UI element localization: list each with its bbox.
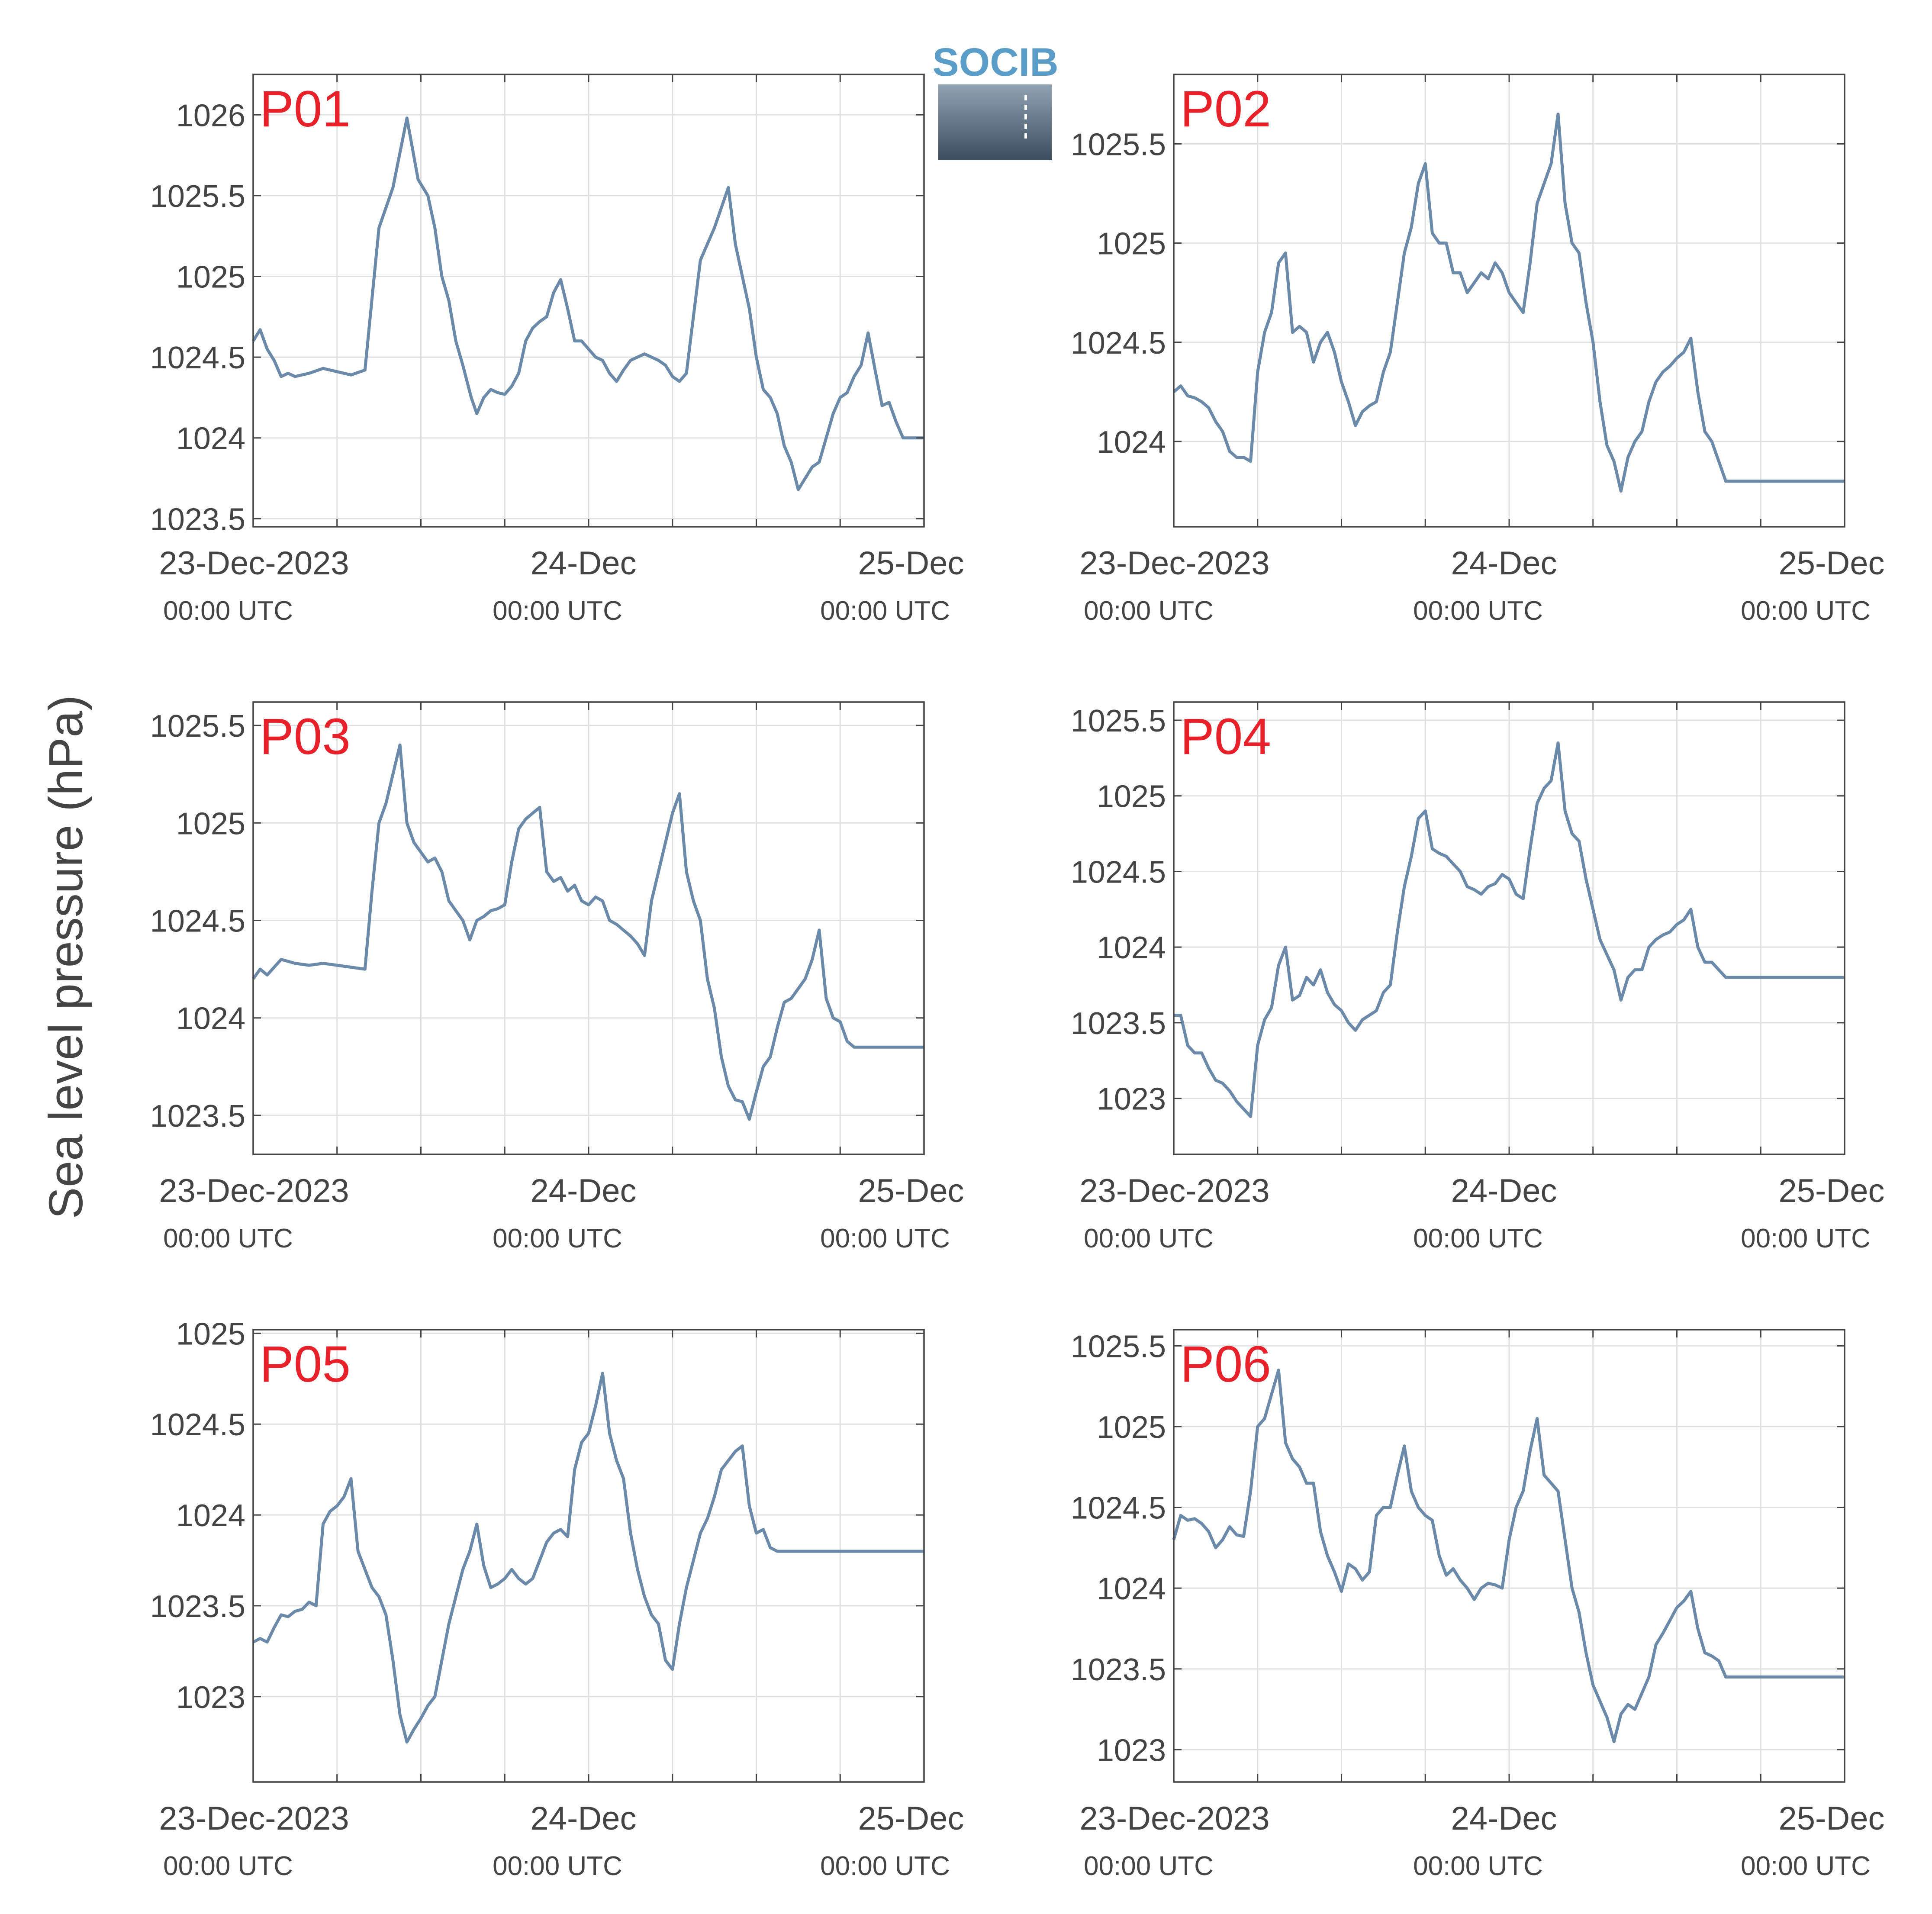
x-tick-time-label: 00:00 UTC [1084, 1851, 1214, 1881]
y-tick-label: 1026 [176, 98, 245, 133]
x-tick-date-label: 25-Dec [1779, 1173, 1885, 1209]
x-tick-time-label: 00:00 UTC [820, 1851, 950, 1881]
y-tick-label: 1025 [176, 806, 245, 841]
x-tick-time-label: 00:00 UTC [1413, 1224, 1543, 1253]
y-tick-label: 1024 [1097, 931, 1166, 965]
y-tick-label: 1023.5 [150, 1589, 245, 1624]
x-tick-time-label: 00:00 UTC [1741, 1224, 1871, 1253]
x-tick-date-label: 23-Dec-2023 [1079, 1800, 1269, 1837]
panel-p05: 1023 1023.5 1024 1024.5 1025 23-Dec-2023 00:00… [150, 1317, 964, 1881]
y-tick-label: 1024 [176, 1002, 245, 1036]
x-tick-time-label: 00:00 UTC [1741, 596, 1871, 626]
socib-logo-block [938, 84, 1052, 160]
panel-p01: 1023.5 1024 1024.5 1025 1025.5 1026 23-Dec-202… [150, 74, 964, 626]
panel-label: P06 [1180, 1336, 1271, 1393]
y-tick-label: 1025.5 [150, 179, 245, 214]
y-tick-label: 1023.5 [1071, 1006, 1166, 1041]
y-tick-label: 1024.5 [150, 904, 245, 938]
series-line-p03 [252, 743, 924, 1121]
x-tick-date-label: 25-Dec [858, 1173, 964, 1209]
y-tick-label: 1025 [1097, 227, 1166, 261]
x-tick-date-label: 24-Dec [1451, 545, 1557, 582]
x-tick-time-label: 00:00 UTC [163, 1851, 293, 1881]
x-tick-date-label: 23-Dec-2023 [159, 1173, 349, 1209]
x-tick-date-label: 23-Dec-2023 [159, 1800, 349, 1837]
x-tick-time-label: 00:00 UTC [1084, 1224, 1214, 1253]
y-tick-label: 1025 [1097, 780, 1166, 814]
y-tick-label: 1023.5 [150, 1099, 245, 1134]
y-tick-label: 1025 [176, 260, 245, 295]
x-tick-date-label: 23-Dec-2023 [1079, 545, 1269, 582]
y-tick-label: 1025.5 [1071, 1329, 1166, 1364]
x-tick-time-label: 00:00 UTC [1413, 596, 1543, 626]
y-tick-label: 1024 [176, 1498, 245, 1533]
y-tick-label: 1025.5 [150, 709, 245, 744]
y-tick-label: 1024.5 [1071, 855, 1166, 889]
x-tick-date-label: 23-Dec-2023 [1079, 1173, 1269, 1209]
socib-logo: SOCIB [932, 40, 1059, 160]
x-tick-date-label: 25-Dec [858, 1800, 964, 1837]
y-tick-label: 1023 [176, 1680, 245, 1715]
y-axis-label: Sea level pressure (hPa) [39, 695, 93, 1219]
y-tick-label: 1023 [1097, 1733, 1166, 1768]
panel-p04: 1023 1023.5 1024 1024.5 1025 1025.5 23-Dec-202… [1071, 701, 1885, 1253]
x-tick-date-label: 25-Dec [1779, 545, 1885, 582]
y-tick-label: 1024 [176, 422, 245, 456]
x-tick-time-label: 00:00 UTC [493, 1224, 622, 1253]
x-tick-time-label: 00:00 UTC [493, 596, 622, 626]
series-line-p05 [252, 1372, 924, 1744]
panel-p06: 1023 1023.5 1024 1024.5 1025 1025.5 23-Dec-202… [1071, 1329, 1885, 1881]
panel-label: P05 [260, 1336, 351, 1393]
y-tick-label: 1024.5 [1071, 1491, 1166, 1526]
x-tick-date-label: 25-Dec [1779, 1800, 1885, 1837]
series-line-p04 [1174, 741, 1845, 1118]
y-tick-label: 1025 [176, 1317, 245, 1351]
panel-label: P02 [1180, 81, 1271, 138]
x-tick-date-label: 24-Dec [531, 545, 637, 582]
x-tick-date-label: 25-Dec [858, 545, 964, 582]
x-tick-date-label: 24-Dec [1451, 1800, 1557, 1837]
x-tick-time-label: 00:00 UTC [163, 596, 293, 626]
x-tick-time-label: 00:00 UTC [820, 1224, 950, 1253]
socib-logo-text: SOCIB [932, 40, 1058, 84]
y-tick-label: 1024 [1097, 425, 1166, 460]
x-tick-time-label: 00:00 UTC [820, 596, 950, 626]
panel-label: P03 [260, 708, 351, 765]
panel-p02: 1024 1024.5 1025 1025.5 23-Dec-2023 00:00 UTC… [1071, 74, 1885, 626]
series-line-p06 [1172, 1368, 1845, 1743]
x-tick-date-label: 23-Dec-2023 [159, 545, 349, 582]
x-tick-time-label: 00:00 UTC [163, 1224, 293, 1253]
x-tick-date-label: 24-Dec [1451, 1173, 1557, 1209]
x-tick-time-label: 00:00 UTC [1413, 1851, 1543, 1881]
y-tick-label: 1024.5 [150, 341, 245, 375]
panel-p03: 1023.5 1024 1024.5 1025 1025.5 23-Dec-2023 00:… [150, 701, 964, 1253]
y-tick-label: 1025.5 [1071, 704, 1166, 738]
y-tick-label: 1025 [1097, 1410, 1166, 1445]
panel-label: P01 [260, 81, 351, 138]
x-tick-time-label: 00:00 UTC [493, 1851, 622, 1881]
y-tick-label: 1024.5 [1071, 326, 1166, 361]
series-line-p01 [252, 116, 924, 491]
y-tick-label: 1025.5 [1071, 127, 1166, 162]
x-tick-time-label: 00:00 UTC [1084, 596, 1214, 626]
y-tick-label: 1023 [1097, 1082, 1166, 1117]
y-tick-label: 1023.5 [150, 502, 245, 537]
y-tick-label: 1023.5 [1071, 1653, 1166, 1687]
x-tick-date-label: 24-Dec [531, 1173, 637, 1209]
x-tick-time-label: 00:00 UTC [1741, 1851, 1871, 1881]
y-tick-label: 1024 [1097, 1572, 1166, 1606]
y-tick-label: 1024.5 [150, 1408, 245, 1442]
series-line-p02 [1172, 113, 1845, 493]
x-tick-date-label: 24-Dec [531, 1800, 637, 1837]
panel-label: P04 [1180, 708, 1271, 765]
panels: 1023.5 1024 1024.5 1025 1025.5 1026 23-Dec-202… [150, 74, 1885, 1881]
